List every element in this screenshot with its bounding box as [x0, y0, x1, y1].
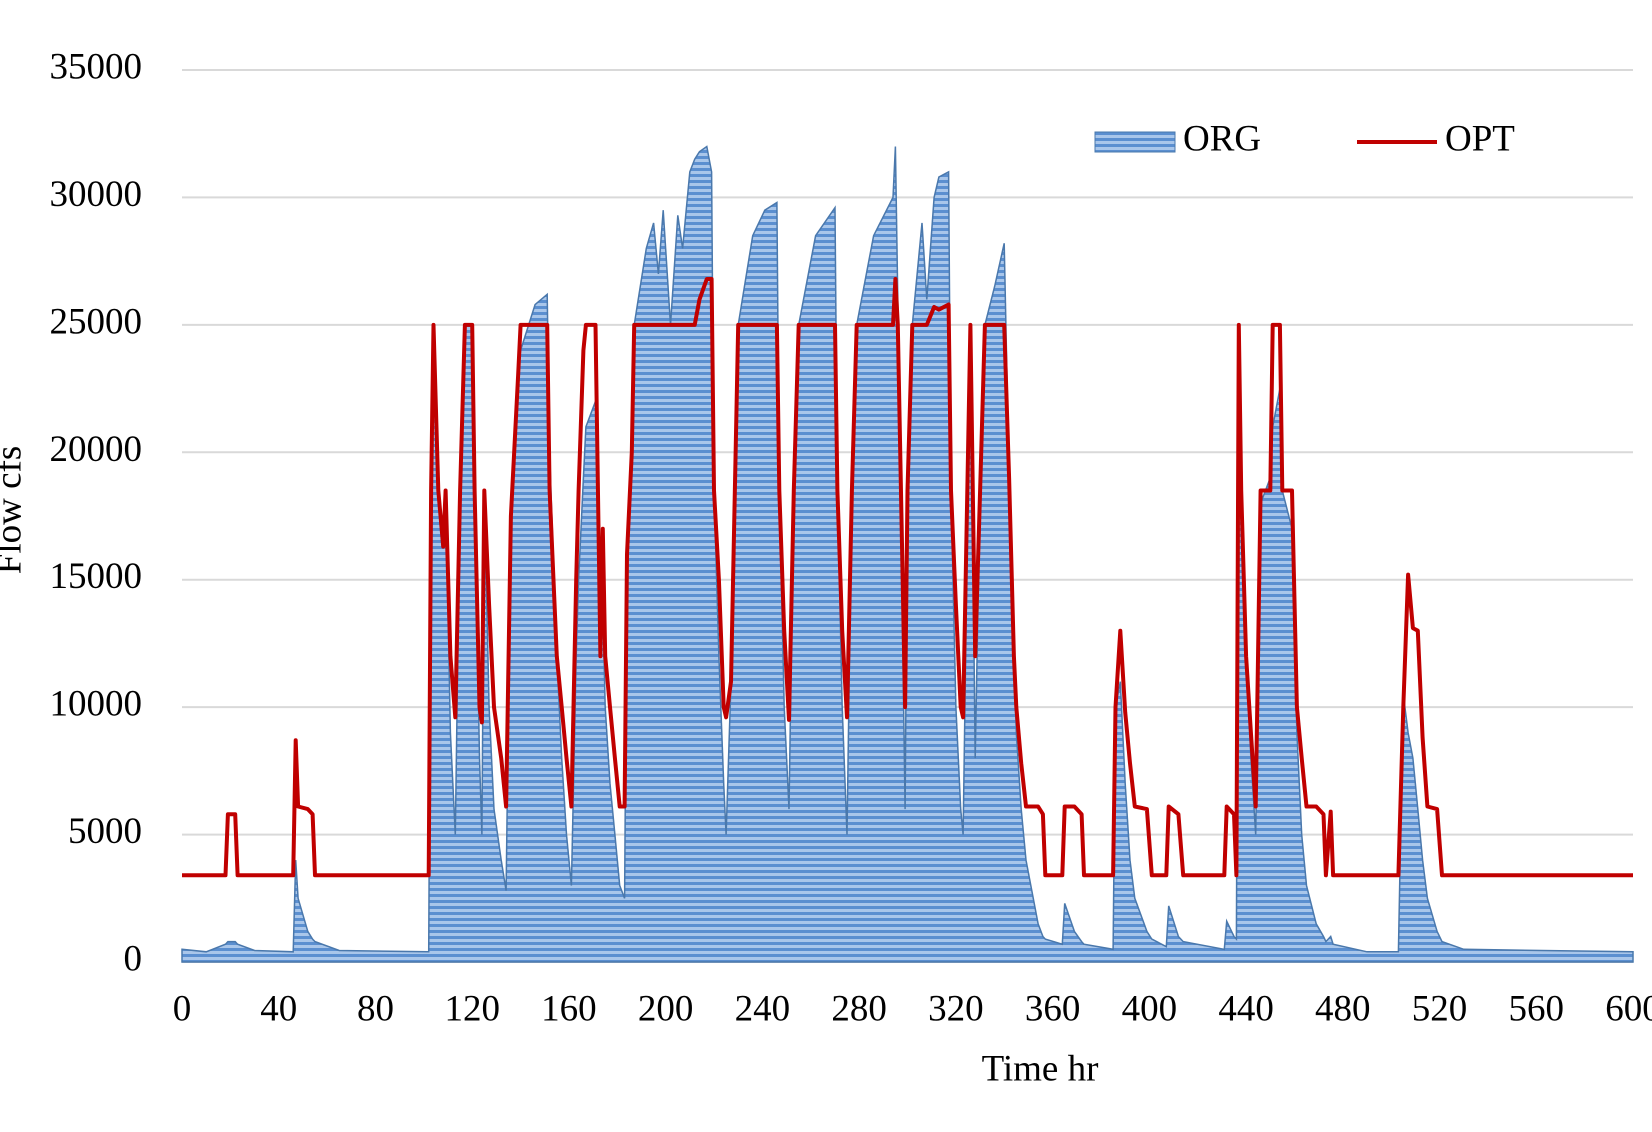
y-tick-label: 0: [124, 938, 143, 979]
x-tick-label: 80: [357, 988, 394, 1029]
y-tick-label: 10000: [50, 684, 143, 725]
y-tick-label: 20000: [50, 429, 143, 470]
x-tick-label: 560: [1509, 988, 1565, 1029]
x-tick-label: 360: [1025, 988, 1081, 1029]
x-tick-label: 320: [928, 988, 984, 1029]
x-tick-label: 240: [735, 988, 791, 1029]
x-tick-label: 0: [173, 988, 192, 1029]
x-tick-label: 520: [1412, 988, 1468, 1029]
legend-swatch: [1094, 131, 1176, 153]
x-tick-label: 160: [541, 988, 597, 1029]
y-tick-label: 5000: [68, 811, 142, 852]
y-tick-label: 15000: [50, 556, 143, 597]
x-tick-label: 120: [444, 988, 500, 1029]
x-axis-label: Time hr: [982, 1048, 1099, 1089]
x-tick-label: 480: [1315, 988, 1371, 1029]
x-tick-label: 280: [831, 988, 887, 1029]
legend-label: ORG: [1183, 118, 1261, 159]
line: [182, 277, 1633, 878]
y-axis-label: Flow cfs: [0, 446, 29, 574]
y-tick-label: 25000: [50, 301, 143, 342]
legend-label: OPT: [1445, 118, 1515, 159]
y-tick-label: 30000: [50, 174, 143, 215]
x-tick-label: 40: [260, 988, 297, 1029]
x-tick-label: 400: [1122, 988, 1178, 1029]
y-tick-label: 35000: [50, 46, 143, 87]
x-tick-label: 600: [1605, 988, 1652, 1029]
x-tick-label: 200: [638, 988, 694, 1029]
x-tick-label: 440: [1218, 988, 1274, 1029]
